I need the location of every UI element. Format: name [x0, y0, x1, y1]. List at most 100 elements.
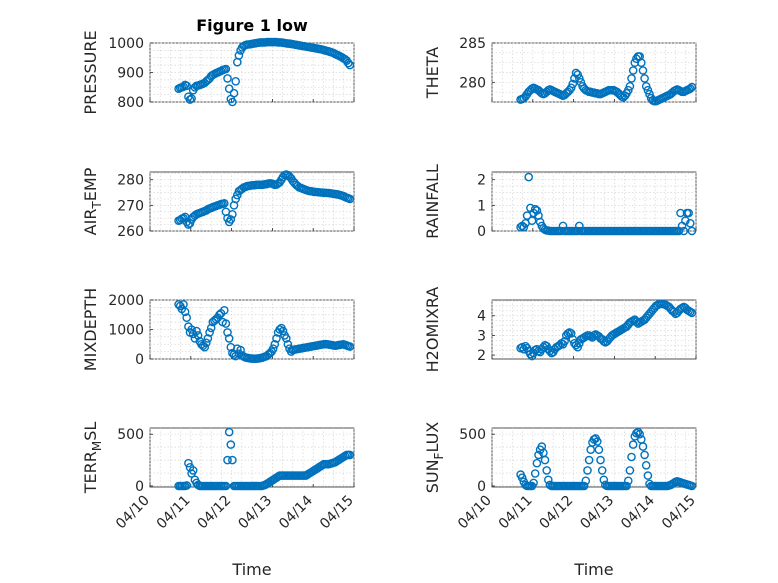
data-point	[529, 478, 538, 488]
data-point	[628, 66, 638, 75]
data-point	[584, 455, 594, 465]
data-point	[624, 85, 633, 95]
y-axis-label-rest: SL	[81, 422, 100, 441]
data-point	[627, 74, 636, 83]
data-point	[221, 481, 231, 491]
y-axis-label-main: SUN	[423, 459, 442, 493]
data-point	[343, 58, 353, 68]
x-axis-label-right: Time	[573, 560, 613, 579]
x-axis-label-left: Time	[231, 560, 271, 579]
data-point	[625, 466, 635, 475]
data-point	[231, 77, 240, 86]
data-point	[638, 442, 648, 451]
data-point	[581, 476, 591, 486]
data-point	[228, 455, 237, 465]
y-axis-label: AIRTEMP	[81, 167, 104, 235]
data-point	[182, 313, 191, 323]
data-point	[223, 455, 232, 465]
data-point	[184, 458, 193, 468]
subplot-2: 280 285 THETA	[423, 36, 697, 106]
data-point	[192, 326, 201, 336]
data-point	[594, 445, 604, 455]
data-point	[560, 336, 569, 346]
data-point	[200, 342, 209, 352]
y-tick-label: 1000	[108, 323, 144, 339]
data-point	[686, 218, 695, 228]
data-point	[593, 437, 602, 446]
data-point	[345, 450, 355, 460]
data-point	[206, 323, 216, 333]
data-point	[540, 455, 550, 465]
y-axis-label-main: TERR	[81, 451, 100, 494]
data-point	[637, 58, 646, 68]
data-point	[676, 208, 685, 218]
data-point	[583, 466, 592, 475]
data-point	[566, 83, 576, 93]
data-point	[687, 308, 697, 318]
data-point	[643, 85, 653, 95]
data-point	[345, 60, 355, 70]
subplot-5: 0 1000 2000 MIXDEPTH	[81, 288, 355, 371]
data-point	[622, 481, 631, 491]
data-point	[219, 305, 229, 315]
data-point	[524, 172, 534, 182]
data-point	[188, 466, 198, 475]
data-point	[223, 328, 232, 337]
data-point	[579, 481, 589, 491]
data-point	[270, 339, 280, 349]
data-point	[224, 84, 234, 93]
y-axis-label: H2OMIXRA	[423, 287, 442, 373]
y-tick-label: 270	[117, 198, 144, 214]
y-tick-label: 3	[477, 328, 486, 344]
data-point	[681, 216, 690, 225]
data-point	[568, 79, 578, 89]
data-point	[278, 326, 288, 336]
y-tick-label: 2	[477, 348, 486, 364]
data-point	[268, 344, 278, 354]
data-point	[557, 226, 566, 236]
data-point	[517, 473, 527, 483]
y-axis-label-subscript: M	[90, 441, 104, 451]
data-point	[281, 334, 291, 343]
data-point	[283, 339, 293, 349]
data-point	[532, 458, 542, 468]
data-point	[182, 481, 191, 490]
data-point	[687, 226, 697, 236]
data-point	[643, 471, 653, 480]
y-tick-label: 2000	[108, 293, 144, 309]
y-axis-label-rest: EMP	[81, 167, 100, 201]
data-point	[575, 74, 584, 83]
y-axis-label: PRESSURE	[81, 30, 100, 114]
y-tick-label: 0	[135, 479, 144, 495]
data-point	[224, 334, 234, 343]
figure-title: Figure 1 low	[196, 16, 308, 35]
data-point	[640, 450, 649, 460]
y-axis-label-rest: LUX	[423, 422, 442, 453]
data-point	[182, 81, 191, 91]
subplot-6: 2 3 4 H2OMIXRA	[423, 287, 697, 373]
y-axis-label: THETA	[423, 47, 442, 99]
data-point	[684, 208, 694, 218]
data-point	[203, 334, 213, 343]
y-tick-label: 2	[477, 173, 486, 189]
data-point	[628, 440, 638, 449]
y-axis-label-main: AIR	[81, 209, 100, 236]
data-point	[228, 97, 237, 107]
data-point	[534, 450, 543, 460]
data-point	[687, 82, 697, 92]
data-point	[638, 66, 648, 75]
data-point	[527, 216, 537, 225]
data-point	[686, 84, 695, 93]
data-point	[345, 342, 355, 351]
data-point	[221, 319, 231, 328]
data-point	[272, 334, 281, 343]
y-tick-label: 280	[459, 75, 486, 91]
data-point	[519, 222, 529, 232]
data-point	[229, 88, 239, 98]
data-point	[187, 325, 196, 334]
data-point	[597, 466, 607, 475]
data-point	[566, 329, 576, 338]
data-point	[624, 476, 633, 486]
y-tick-label: 260	[117, 224, 144, 240]
